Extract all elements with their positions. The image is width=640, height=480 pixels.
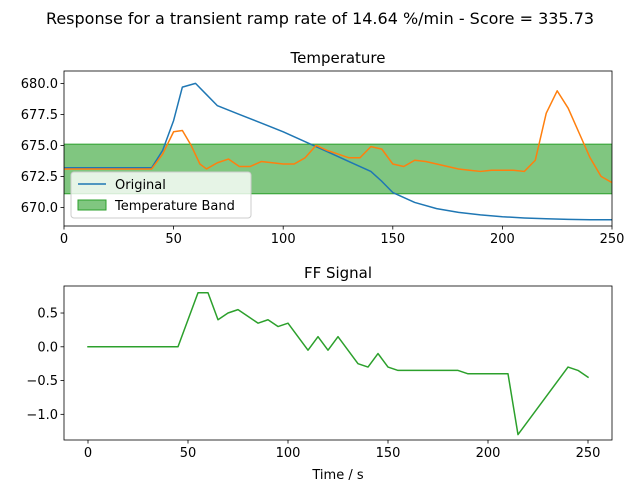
x-tick-label: 200 — [476, 446, 501, 461]
y-tick-label: −0.5 — [26, 374, 58, 389]
axes-frame — [63, 70, 613, 227]
subplot-title: FF Signal — [304, 264, 372, 282]
x-tick-label: 100 — [271, 232, 296, 247]
temperature-axes: Temperature 0 50 100 150 200 250 670.0 672.5 675.… — [21, 49, 625, 247]
series-line-unnamed-0 — [87, 292, 590, 436]
y-tick-label: 670.0 — [21, 201, 58, 216]
legend-box — [70, 171, 252, 219]
x-tick-label: 50 — [165, 232, 182, 247]
y-tick-label: 675.0 — [21, 139, 58, 154]
y-tick-label: −1.0 — [26, 408, 58, 423]
figure-suptitle: Response for a transient ramp rate of 14… — [46, 9, 594, 28]
x-axis-label: Time / s — [311, 468, 363, 480]
legend-label-original: Original — [115, 178, 166, 193]
legend-label-band: Temperature Band — [114, 199, 235, 214]
x-tick-label: 150 — [380, 232, 405, 247]
x-tick-label: 0 — [84, 446, 92, 461]
ff-signal-axes: FF Signal 0 50 100 150 200 250 −1.0 −0.5 0.0 0.5 Ti… — [26, 264, 613, 480]
legend-band-swatch — [77, 199, 107, 211]
x-tick-label: 50 — [180, 446, 197, 461]
y-tick-label: 672.5 — [21, 170, 58, 185]
x-tick-label: 250 — [576, 446, 601, 461]
x-tick-label: 200 — [490, 232, 515, 247]
series-line-original — [64, 82, 612, 221]
x-tick-label: 250 — [600, 232, 625, 247]
x-tick-label: 150 — [376, 446, 401, 461]
y-tick-label: 677.5 — [21, 108, 58, 123]
series-line-unnamed-1 — [64, 90, 612, 184]
x-tick-label: 100 — [276, 446, 301, 461]
legend: Original Temperature Band — [70, 171, 252, 219]
axes-frame — [63, 285, 613, 441]
x-tick-label: 0 — [60, 232, 68, 247]
plot-area — [87, 292, 590, 436]
subplot-title: Temperature — [289, 49, 385, 67]
y-tick-label: 0.0 — [37, 340, 58, 355]
y-tick-label: 680.0 — [21, 77, 58, 92]
y-tick-label: 0.5 — [37, 307, 58, 322]
